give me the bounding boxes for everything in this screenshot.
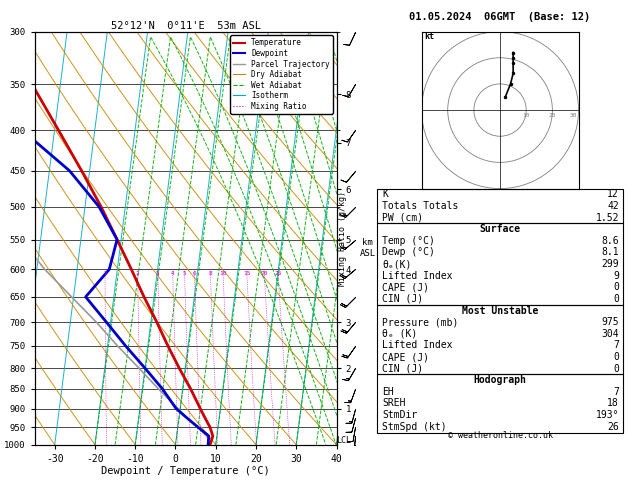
Text: 1: 1 (103, 271, 107, 276)
Text: K: K (382, 190, 388, 199)
Text: 42: 42 (607, 201, 619, 211)
Text: 10: 10 (523, 113, 530, 118)
Text: 01.05.2024  06GMT  (Base: 12): 01.05.2024 06GMT (Base: 12) (409, 12, 591, 22)
Text: 4: 4 (170, 271, 174, 276)
Text: Temp (°C): Temp (°C) (382, 236, 435, 246)
Text: 20: 20 (260, 271, 268, 276)
Text: 15: 15 (243, 271, 250, 276)
Text: 0: 0 (613, 294, 619, 304)
Text: 30: 30 (570, 113, 577, 118)
Text: Most Unstable: Most Unstable (462, 306, 538, 315)
Text: 0: 0 (613, 364, 619, 374)
Legend: Temperature, Dewpoint, Parcel Trajectory, Dry Adiabat, Wet Adiabat, Isotherm, Mi: Temperature, Dewpoint, Parcel Trajectory… (230, 35, 333, 114)
Text: Dewp (°C): Dewp (°C) (382, 247, 435, 258)
Text: Mixing Ratio (g/kg): Mixing Ratio (g/kg) (338, 191, 347, 286)
Text: 193°: 193° (596, 410, 619, 420)
Text: 0: 0 (613, 282, 619, 292)
X-axis label: Dewpoint / Temperature (°C): Dewpoint / Temperature (°C) (101, 467, 270, 476)
Text: 0: 0 (613, 352, 619, 362)
Text: PW (cm): PW (cm) (382, 212, 423, 223)
Text: 9: 9 (613, 271, 619, 281)
Text: EH: EH (382, 387, 394, 397)
Text: 26: 26 (607, 422, 619, 432)
Text: Lifted Index: Lifted Index (382, 271, 453, 281)
Text: kt: kt (424, 33, 434, 41)
Text: 7: 7 (613, 387, 619, 397)
Text: 975: 975 (601, 317, 619, 327)
Text: 6: 6 (192, 271, 196, 276)
Text: 25: 25 (274, 271, 282, 276)
Text: θₑ (K): θₑ (K) (382, 329, 418, 339)
Text: 8: 8 (208, 271, 212, 276)
Text: 10: 10 (219, 271, 226, 276)
Text: StmDir: StmDir (382, 410, 418, 420)
Text: θₑ(K): θₑ(K) (382, 259, 412, 269)
Text: CIN (J): CIN (J) (382, 364, 423, 374)
Text: Totals Totals: Totals Totals (382, 201, 459, 211)
Text: 1.52: 1.52 (596, 212, 619, 223)
Text: Hodograph: Hodograph (474, 375, 526, 385)
Text: SREH: SREH (382, 399, 406, 409)
Text: 304: 304 (601, 329, 619, 339)
Text: 299: 299 (601, 259, 619, 269)
Text: 7: 7 (613, 340, 619, 350)
Y-axis label: km
ASL: km ASL (360, 238, 376, 258)
Text: Lifted Index: Lifted Index (382, 340, 453, 350)
Text: 12: 12 (607, 190, 619, 199)
Text: LCL: LCL (337, 435, 352, 445)
Text: 3: 3 (156, 271, 160, 276)
Text: 8.1: 8.1 (601, 247, 619, 258)
Text: 8.6: 8.6 (601, 236, 619, 246)
Text: Pressure (mb): Pressure (mb) (382, 317, 459, 327)
Text: Surface: Surface (479, 224, 521, 234)
Text: CAPE (J): CAPE (J) (382, 282, 430, 292)
Title: 52°12'N  0°11'E  53m ASL: 52°12'N 0°11'E 53m ASL (111, 21, 260, 31)
Text: CIN (J): CIN (J) (382, 294, 423, 304)
Text: 2: 2 (136, 271, 140, 276)
Text: StmSpd (kt): StmSpd (kt) (382, 422, 447, 432)
Text: 18: 18 (607, 399, 619, 409)
Text: CAPE (J): CAPE (J) (382, 352, 430, 362)
Text: © weatheronline.co.uk: © weatheronline.co.uk (448, 431, 552, 440)
Text: 5: 5 (182, 271, 186, 276)
Text: 20: 20 (548, 113, 556, 118)
Y-axis label: hPa: hPa (0, 229, 1, 247)
